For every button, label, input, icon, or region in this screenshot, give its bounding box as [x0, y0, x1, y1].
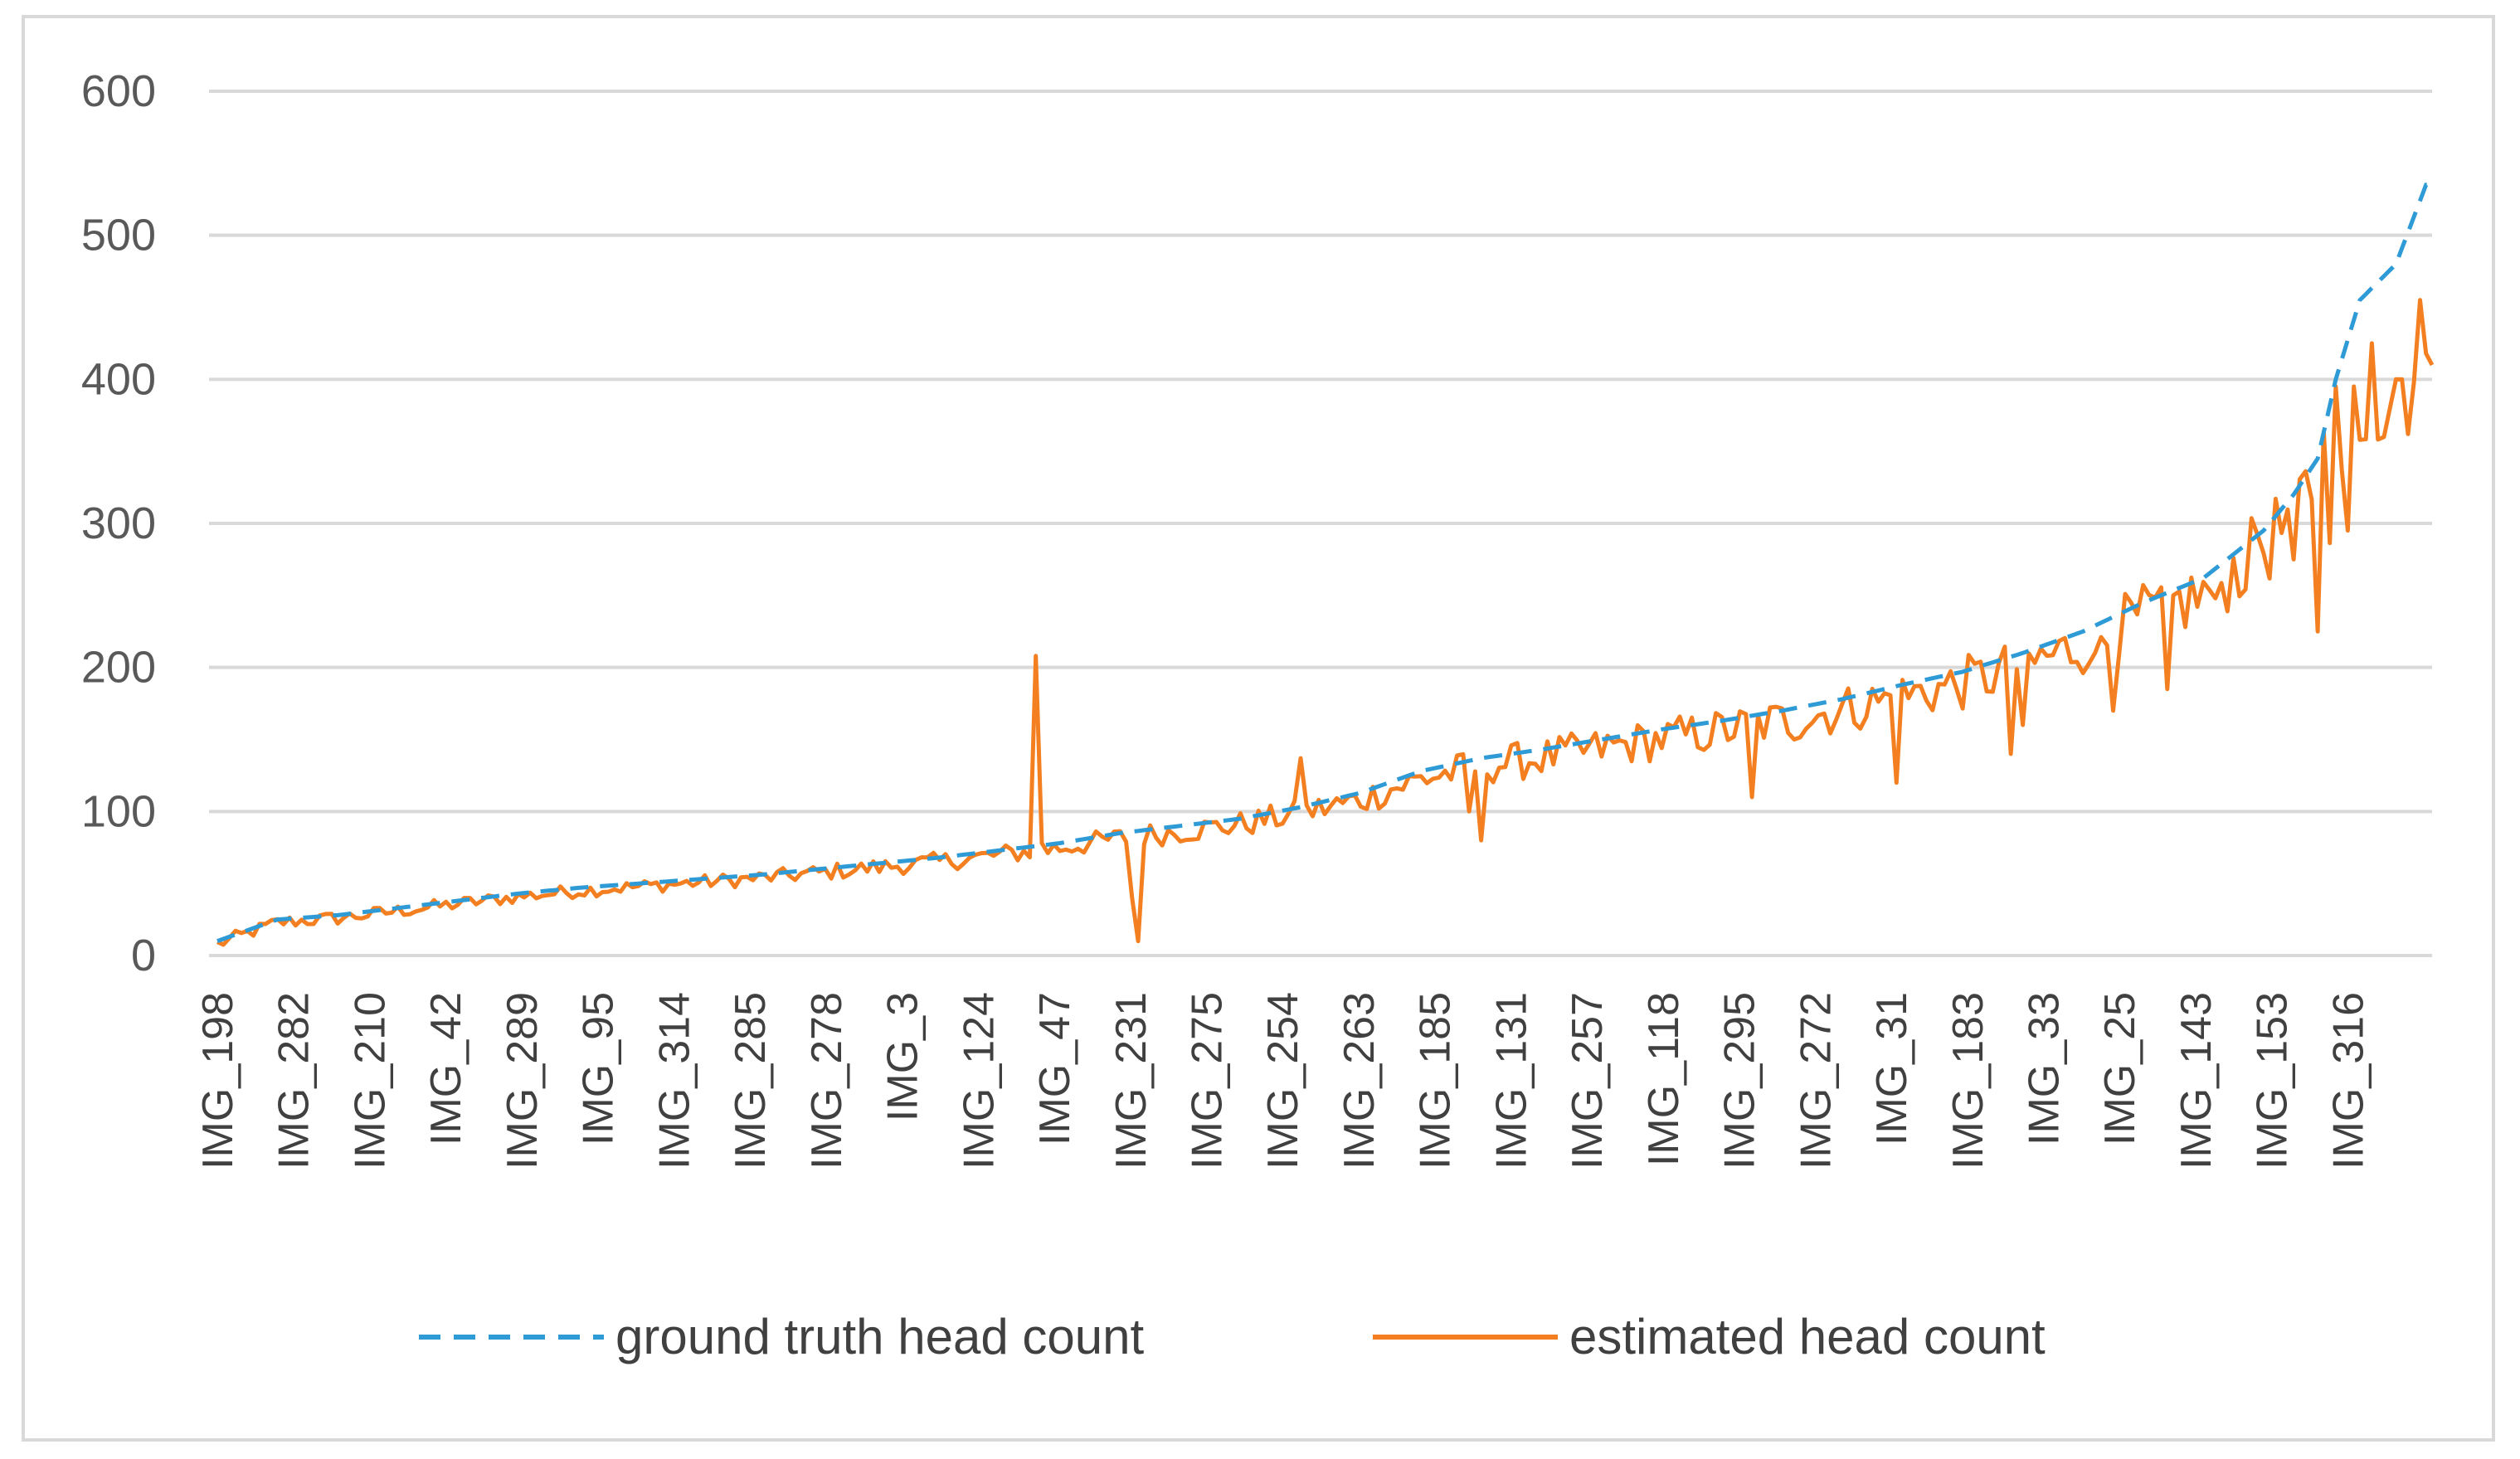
y-tick-label: 400: [81, 354, 156, 404]
legend-label-estimated: estimated head count: [1569, 1309, 2046, 1364]
x-tick-label: IMG_210: [346, 992, 394, 1170]
x-tick-label: IMG_257: [1564, 992, 1612, 1170]
x-tick-label: IMG_272: [1792, 992, 1840, 1170]
x-tick-label: IMG_25: [2096, 992, 2144, 1145]
x-tick-label: IMG_254: [1259, 992, 1307, 1170]
x-tick-label: IMG_124: [955, 992, 1003, 1170]
legend-label-ground-truth: ground truth head count: [615, 1309, 1144, 1364]
x-tick-label: IMG_47: [1031, 992, 1079, 1145]
gridlines: [209, 90, 2432, 957]
x-tick-label: IMG_198: [194, 992, 242, 1170]
y-tick-label: 600: [81, 66, 156, 116]
y-tick-label: 0: [131, 931, 156, 980]
y-axis-ticks: 0 100 200 300 400 500 600: [81, 66, 156, 980]
x-tick-label: IMG_316: [2324, 992, 2372, 1170]
y-tick-label: 200: [81, 643, 156, 693]
x-tick-label: IMG_143: [2172, 992, 2221, 1170]
x-tick-label: IMG_263: [1335, 992, 1384, 1170]
y-tick-label: 100: [81, 786, 156, 836]
x-tick-label: IMG_183: [1944, 992, 1992, 1170]
y-tick-label: 500: [81, 211, 156, 260]
series-lines: [216, 182, 2435, 947]
x-tick-label: IMG_314: [650, 992, 698, 1170]
x-tick-label: IMG_33: [2021, 992, 2069, 1145]
y-tick-label: 300: [81, 498, 156, 548]
chart-frame: [22, 15, 2495, 1442]
x-tick-label: IMG_3: [879, 992, 927, 1121]
x-tick-label: IMG_153: [2249, 992, 2297, 1170]
series-line-ground-truth-head-count: [216, 182, 2432, 943]
x-tick-label: IMG_289: [499, 992, 547, 1170]
x-tick-label: IMG_282: [270, 992, 319, 1170]
x-tick-label: IMG_95: [575, 992, 623, 1145]
x-tick-label: IMG_231: [1107, 992, 1155, 1170]
x-tick-label: IMG_185: [1412, 992, 1460, 1170]
series-line-estimated-head-count: [216, 298, 2435, 947]
x-tick-label: IMG_295: [1716, 992, 1764, 1170]
x-tick-label: IMG_278: [803, 992, 851, 1170]
x-tick-label: IMG_118: [1640, 992, 1688, 1166]
x-tick-label: IMG_31: [1868, 992, 1916, 1145]
x-tick-label: IMG_42: [422, 992, 470, 1145]
x-tick-label: IMG_275: [1183, 992, 1231, 1170]
x-tick-label: IMG_285: [727, 992, 775, 1170]
legend: ground truth head count estimated head co…: [419, 1309, 2046, 1364]
x-axis-ticks: IMG_198 IMG_282 IMG_210 IMG_42 IMG_289 IMG_95…: [194, 992, 2372, 1170]
x-tick-label: IMG_131: [1487, 992, 1535, 1170]
